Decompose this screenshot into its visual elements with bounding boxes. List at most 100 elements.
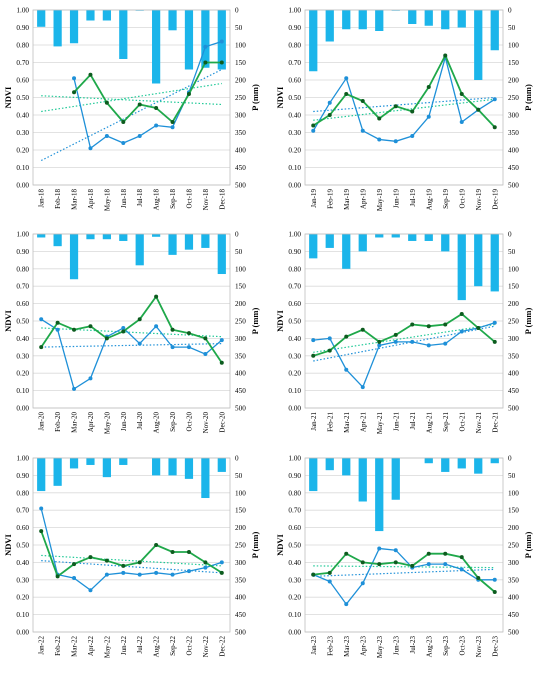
- p-tick-label: 500: [508, 629, 519, 637]
- ndvi-point: [88, 72, 93, 77]
- ndvi-point: [426, 343, 431, 348]
- precip-bar: [37, 10, 46, 27]
- plot-border: [32, 9, 231, 186]
- p-tick-label: 500: [235, 405, 246, 413]
- ndvi-point: [426, 85, 431, 89]
- trend-line: [313, 565, 495, 569]
- p-tick-label: 0: [508, 7, 512, 15]
- precip-bar: [490, 234, 499, 292]
- x-tick-label: May-20: [103, 412, 111, 435]
- precip-bar: [152, 458, 161, 476]
- ndvi-tick-label: 1.00: [288, 455, 301, 463]
- p-tick-label: 300: [508, 112, 519, 120]
- ndvi-point: [410, 109, 415, 114]
- x-tick-label: Oct-20: [185, 412, 193, 432]
- x-tick-label: Nov-21: [475, 412, 483, 434]
- precip-bar: [441, 458, 450, 472]
- x-tick-label: Jul-22: [136, 636, 144, 654]
- p-tick-label: 0: [235, 455, 239, 463]
- p-tick-label: 300: [508, 335, 519, 343]
- x-tick-label: Dec-20: [218, 412, 226, 433]
- ndvi-point: [154, 294, 159, 299]
- precip-bar: [441, 10, 450, 30]
- ndvi-point: [170, 549, 175, 554]
- ndvi-tick-label: 0.30: [16, 576, 29, 584]
- x-tick-label: Nov-18: [202, 189, 210, 211]
- x-tick-label: Nov-20: [202, 412, 210, 434]
- ndvi-point: [410, 339, 415, 344]
- x-tick-label: Apr-22: [87, 636, 95, 657]
- p-tick-label: 200: [235, 77, 246, 85]
- x-tick-label: Sep-19: [442, 189, 450, 209]
- ndvi-point: [219, 570, 224, 575]
- precip-bar: [119, 458, 128, 465]
- trend-line: [313, 325, 495, 362]
- ndvi-tick-label: 0.50: [16, 94, 29, 102]
- p-tick-label: 400: [235, 147, 246, 155]
- precip-bar: [490, 458, 499, 464]
- x-tick-label: Nov-22: [202, 636, 210, 658]
- plot-border: [304, 457, 504, 633]
- ndvi-point: [88, 324, 93, 329]
- ndvi-tick-label: 0.30: [16, 129, 29, 137]
- ndvi-point: [170, 327, 175, 332]
- precip-bar: [457, 234, 466, 301]
- precip-bar: [53, 10, 62, 47]
- ndvi-tick-label: 0.70: [288, 59, 301, 67]
- ndvi-point: [104, 100, 109, 105]
- x-tick-label: Aug-21: [425, 412, 433, 434]
- x-tick-label: Oct-22: [185, 636, 193, 656]
- ndvi-tick-label: 0.90: [288, 24, 301, 32]
- ndvi-tick-label: 1.00: [16, 455, 29, 463]
- ndvi-series-line: [40, 508, 222, 592]
- ndvi-point: [476, 107, 481, 112]
- ndvi-point: [39, 529, 44, 534]
- ndvi-point: [72, 76, 77, 81]
- ndvi-point: [219, 360, 224, 365]
- p-tick-label: 200: [508, 77, 519, 85]
- chart-panel-2018: 0.00 0.10 0.20 0.30 0.40 0.50 0.60 0.70 0.80 0.90…: [3, 7, 260, 212]
- ndvi-tick-label: 0.90: [288, 472, 301, 480]
- p-tick-label: 250: [235, 318, 246, 326]
- x-tick-label: Mar-20: [71, 412, 79, 433]
- ndvi-point: [39, 317, 44, 322]
- ndvi-tick-label: 0.60: [288, 300, 301, 308]
- ndvi-tick-label: 0.70: [16, 283, 29, 291]
- ndvi-point: [410, 134, 415, 138]
- ndvi-point: [55, 320, 60, 325]
- ndvi-point: [327, 113, 332, 117]
- ndvi-axis-label: NDVI: [275, 86, 285, 108]
- x-tick-label: Apr-20: [87, 412, 95, 433]
- ndvi-point: [219, 39, 224, 44]
- p-tick-label: 400: [235, 370, 246, 378]
- ndvi-point: [459, 120, 464, 124]
- ndvi-tick-label: 0.30: [288, 576, 301, 584]
- ndvi-point: [39, 345, 44, 350]
- precip-bar: [490, 10, 499, 51]
- p-tick-label: 450: [508, 387, 519, 395]
- x-tick-label: Aug-22: [153, 636, 161, 658]
- ndvi-point: [170, 125, 175, 130]
- ndvi-series-line: [313, 312, 496, 357]
- p-tick-label: 450: [508, 611, 519, 619]
- ndvi-point: [121, 329, 126, 334]
- chart-panel-2023: 0.00 0.10 0.20 0.30 0.40 0.50 0.60 0.70 0.80 0.90…: [275, 455, 533, 659]
- ndvi-point: [476, 576, 481, 581]
- x-tick-label: Feb-22: [54, 636, 62, 656]
- ndvi-tick-label: 0.00: [16, 405, 29, 413]
- ndvi-point: [377, 339, 382, 344]
- ndvi-tick-label: 0.00: [288, 405, 301, 413]
- ndvi-point: [186, 345, 191, 350]
- ndvi-series-line: [40, 530, 223, 578]
- p-tick-label: 150: [508, 283, 519, 291]
- ndvi-tick-label: 0.10: [16, 611, 29, 619]
- ndvi-point: [492, 589, 497, 594]
- ndvi-tick-label: 0.20: [288, 594, 301, 602]
- ndvi-tick-label: 0.10: [288, 387, 301, 395]
- x-tick-label: Nov-19: [475, 189, 483, 211]
- ndvi-tick-label: 0.80: [16, 489, 29, 497]
- ndvi-point: [311, 128, 316, 133]
- p-tick-label: 400: [508, 370, 519, 378]
